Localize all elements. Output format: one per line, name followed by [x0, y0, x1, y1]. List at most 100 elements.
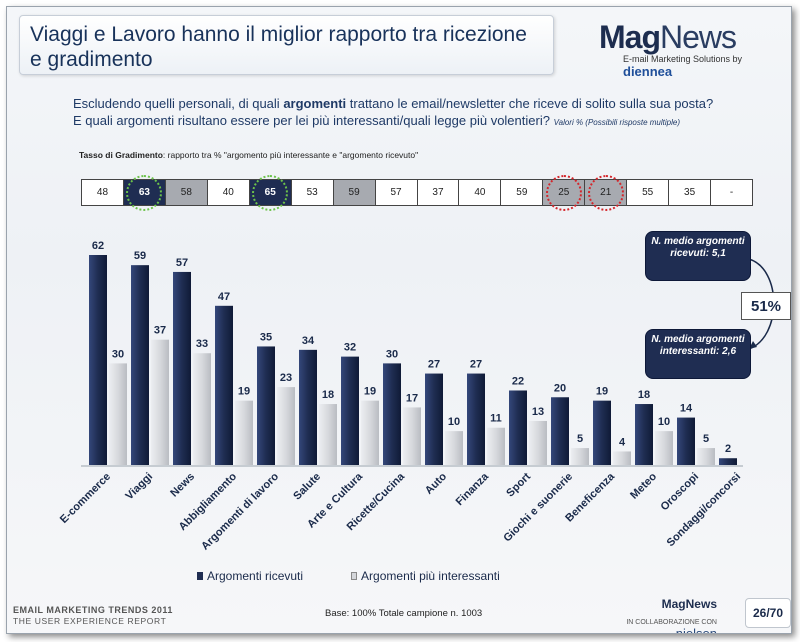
bar-received [215, 305, 233, 465]
bar-interesting [235, 400, 253, 465]
footer-mini-logo: MagNews [661, 597, 717, 611]
bar-received [131, 265, 149, 465]
rate-cell: 65 [249, 174, 292, 211]
highlight-ring [587, 174, 624, 211]
bar-interesting [109, 363, 127, 465]
bar-received [425, 373, 443, 465]
question-line1-pre: Escludendo quelli personali, di quali [73, 96, 284, 111]
bar-interesting [529, 420, 547, 465]
bar-received [467, 373, 485, 465]
data-label-received: 19 [596, 386, 608, 398]
rate-cell: 58 [165, 180, 208, 205]
rate-cell: 55 [627, 180, 670, 205]
highlight-ring [252, 174, 289, 211]
legend-swatch-interesting [351, 572, 358, 580]
bar-interesting [655, 431, 673, 465]
rate-value: 58 [180, 187, 192, 198]
slide: Viaggi e Lavoro hanno il miglior rapport… [6, 6, 792, 634]
bar-received [551, 397, 569, 465]
data-label-received: 27 [428, 359, 440, 371]
rate-value: 59 [516, 187, 528, 198]
category-label: Sport [504, 470, 533, 499]
category-label: Sondaggi/concorsi [665, 471, 743, 549]
question-text: Escludendo quelli personali, di quali ar… [73, 95, 773, 131]
category-label: News [168, 471, 197, 500]
magnews-logo: MagNews E-mail Marketing Solutions by di… [599, 19, 789, 79]
rate-cell: - [711, 180, 752, 205]
bar-interesting [487, 427, 505, 465]
data-label-interesting: 5 [703, 433, 709, 445]
question-line1-bold: argomenti [283, 96, 347, 111]
data-label-received: 34 [302, 335, 315, 347]
bar-interesting [403, 407, 421, 465]
data-label-received: 32 [344, 342, 356, 354]
page-title: Viaggi e Lavoro hanno il miglior rapport… [30, 23, 527, 71]
data-label-interesting: 4 [619, 436, 626, 448]
data-label-received: 14 [680, 403, 693, 415]
bar-interesting [193, 353, 211, 465]
legend-label-received: Argomenti ricevuti [207, 569, 304, 583]
logo-text-bold: Mag [599, 19, 661, 55]
legend-label-interesting: Argomenti più interessanti [361, 569, 500, 583]
data-label-interesting: 19 [364, 386, 376, 398]
rate-cell: 40 [208, 180, 250, 205]
data-label-received: 62 [92, 240, 104, 252]
rate-value: 40 [222, 187, 234, 198]
data-label-interesting: 33 [196, 338, 208, 350]
data-label-received: 27 [470, 359, 482, 371]
rate-value: 37 [432, 187, 444, 198]
category-label: Viaggi [123, 471, 155, 503]
bar-interesting [151, 339, 169, 465]
data-label-received: 57 [176, 257, 188, 269]
category-label: Oroscopi [658, 471, 701, 514]
logo-subtitle: E-mail Marketing Solutions by [623, 54, 743, 64]
category-label: Argomenti di lavoro [199, 470, 281, 552]
bar-received [89, 255, 107, 465]
title-box: Viaggi e Lavoro hanno il miglior rapport… [19, 15, 554, 75]
bar-interesting [277, 387, 295, 465]
rate-cell: 37 [418, 180, 460, 205]
data-label-received: 2 [725, 443, 731, 455]
bar-received [299, 349, 317, 465]
legend-swatch-received [197, 572, 203, 580]
data-label-received: 30 [386, 348, 398, 360]
data-label-received: 35 [260, 331, 272, 343]
footer-line1: EMAIL MARKETING TRENDS 2011 [13, 605, 173, 615]
bar-received [383, 363, 401, 465]
bar-received [257, 346, 275, 465]
bar-interesting [571, 448, 589, 465]
bar-interesting [361, 400, 379, 465]
rate-cell: 63 [123, 174, 166, 211]
rate-value: 35 [684, 187, 696, 198]
footer-report-title: EMAIL MARKETING TRENDS 2011 THE USER EXP… [13, 605, 173, 627]
rate-value: 59 [348, 187, 360, 198]
callout-received: N. medio argomenti ricevuti: 5,1 [645, 231, 751, 281]
ratio-box: 51% [741, 292, 791, 320]
data-label-interesting: 5 [577, 433, 583, 445]
rate-value: 55 [642, 187, 654, 198]
logo-text-light: News [660, 19, 737, 55]
tasso-label-rest: : rapporto tra % "argomento più interess… [162, 150, 419, 160]
rate-cell: 59 [333, 180, 376, 205]
legend: Argomenti ricevuti Argomenti più interes… [197, 569, 500, 583]
rate-value: 48 [96, 187, 109, 198]
bar-received [593, 400, 611, 465]
data-label-received: 22 [512, 375, 524, 387]
rate-cell: 35 [669, 180, 712, 205]
legend-item-interesting: Argomenti più interessanti [351, 569, 500, 583]
bar-interesting [445, 431, 463, 465]
question-note: Valori % (Possibili risposte multiple) [553, 118, 680, 127]
rate-cell: 48 [82, 180, 124, 205]
category-label: E-commerce [58, 471, 113, 526]
legend-item-received: Argomenti ricevuti [197, 569, 303, 583]
rate-cell: 59 [501, 180, 544, 205]
rate-value: 53 [306, 187, 318, 198]
bar-interesting [613, 451, 631, 465]
data-label-received: 47 [218, 291, 230, 303]
highlight-ring [545, 174, 582, 211]
ratio-arrow-head [749, 341, 757, 349]
bar-received [173, 271, 191, 465]
data-label-interesting: 10 [658, 416, 670, 428]
category-label: Auto [423, 470, 449, 496]
bar-received [341, 356, 359, 465]
